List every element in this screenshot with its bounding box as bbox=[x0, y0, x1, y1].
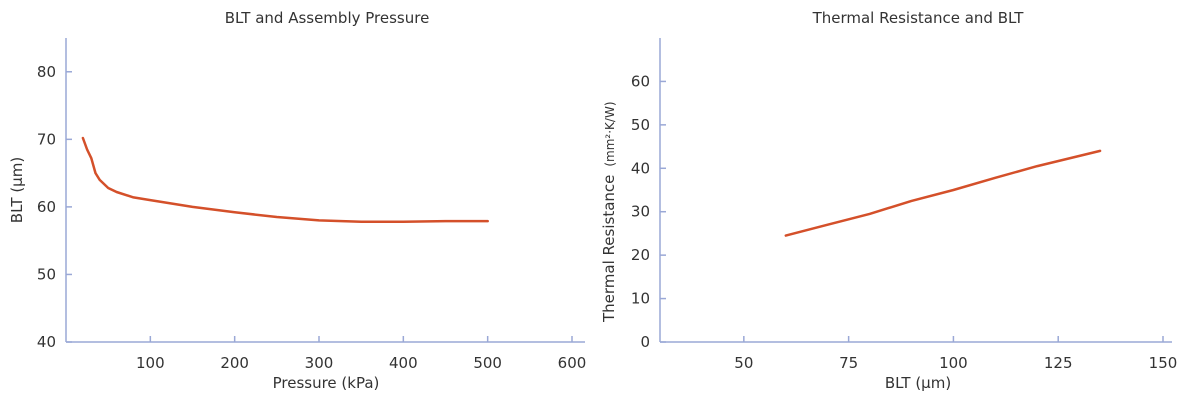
y-tick-group: 40 50 60 70 80 bbox=[37, 63, 72, 351]
y-tick-label: 40 bbox=[631, 159, 650, 177]
y-tick-label: 0 bbox=[640, 333, 650, 351]
x-tick-label: 600 bbox=[558, 354, 587, 372]
x-tick-group: 100 200 300 400 500 600 bbox=[136, 336, 586, 372]
y-tick-label: 70 bbox=[37, 130, 56, 148]
x-tick-label: 100 bbox=[939, 354, 968, 372]
x-tick-label: 75 bbox=[839, 354, 858, 372]
chart-blt-vs-pressure: BLT and Assembly Pressure 40 50 60 70 80 100… bbox=[8, 9, 586, 392]
x-tick-label: 50 bbox=[734, 354, 753, 372]
chart-title: Thermal Resistance and BLT bbox=[812, 9, 1025, 27]
x-tick-group: 50 75 100 125 150 bbox=[734, 336, 1177, 372]
y-tick-label: 30 bbox=[631, 203, 650, 221]
y-tick-label: 60 bbox=[631, 72, 650, 90]
x-tick-label: 150 bbox=[1149, 354, 1178, 372]
y-axis-label-unit: (mm²·K/W) bbox=[603, 101, 617, 166]
y-tick-group: 0 10 20 30 40 50 60 bbox=[631, 72, 666, 351]
y-tick-label: 40 bbox=[37, 333, 56, 351]
y-axis-label: BLT (µm) bbox=[8, 157, 26, 223]
x-tick-label: 100 bbox=[136, 354, 165, 372]
y-tick-label: 50 bbox=[37, 265, 56, 283]
series-line bbox=[81, 136, 489, 224]
x-tick-label: 125 bbox=[1044, 354, 1073, 372]
x-axis-label: Pressure (kPa) bbox=[273, 374, 380, 392]
y-axis-label-main: Thermal Resistance bbox=[600, 175, 618, 323]
y-tick-label: 10 bbox=[631, 290, 650, 308]
x-tick-label: 400 bbox=[389, 354, 418, 372]
x-tick-label: 200 bbox=[220, 354, 249, 372]
y-tick-label: 50 bbox=[631, 116, 650, 134]
y-tick-label: 60 bbox=[37, 198, 56, 216]
chart-title: BLT and Assembly Pressure bbox=[225, 9, 430, 27]
y-tick-label: 80 bbox=[37, 63, 56, 81]
x-axis-label: BLT (µm) bbox=[885, 374, 951, 392]
y-tick-label: 20 bbox=[631, 246, 650, 264]
series-line bbox=[784, 149, 1102, 237]
chart-thermal-resistance-vs-blt: Thermal Resistance and BLT 0 10 20 30 40 50 60… bbox=[600, 9, 1177, 392]
x-tick-label: 500 bbox=[473, 354, 502, 372]
x-tick-label: 300 bbox=[305, 354, 334, 372]
y-axis-label: Thermal Resistance (mm²·K/W) bbox=[600, 101, 618, 323]
